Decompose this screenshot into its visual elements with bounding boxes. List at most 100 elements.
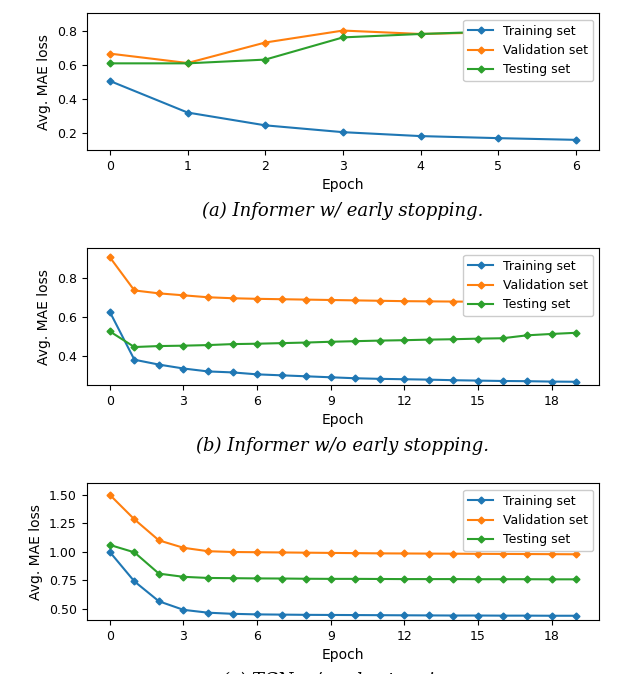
Training set (495, 134, 502, 142)
Testing set (499, 334, 506, 342)
Training set (352, 611, 359, 619)
Training set (425, 611, 433, 619)
Training set (106, 548, 114, 556)
Testing set (327, 338, 334, 346)
Testing set (572, 23, 580, 31)
Training set (376, 611, 384, 619)
Training set (184, 109, 191, 117)
Training set (523, 611, 531, 619)
Training set (130, 578, 138, 586)
Testing set (106, 541, 114, 549)
Training set (106, 308, 114, 316)
Testing set (278, 339, 286, 347)
Training set (205, 367, 212, 375)
Testing set (450, 335, 457, 343)
Validation set (572, 24, 580, 32)
Testing set (302, 575, 310, 583)
Testing set (229, 574, 236, 582)
Training set (180, 606, 187, 614)
Testing set (450, 575, 457, 583)
Validation set (548, 299, 556, 307)
Training set (278, 611, 286, 619)
Validation set (180, 544, 187, 552)
Validation set (425, 549, 433, 557)
Validation set (339, 26, 347, 34)
Testing set (205, 341, 212, 349)
Testing set (261, 55, 269, 63)
Testing set (155, 570, 163, 578)
Validation set (495, 28, 502, 36)
Validation set (572, 299, 580, 307)
Testing set (130, 343, 138, 351)
Training set (130, 356, 138, 364)
Line: Validation set: Validation set (108, 493, 578, 557)
Testing set (548, 330, 556, 338)
Testing set (302, 338, 310, 346)
Legend: Training set, Validation set, Testing set: Training set, Validation set, Testing se… (464, 490, 593, 551)
Training set (278, 371, 286, 379)
Validation set (474, 298, 481, 306)
Testing set (425, 336, 433, 344)
Line: Training set: Training set (108, 549, 578, 618)
Y-axis label: Avg. MAE loss: Avg. MAE loss (37, 269, 51, 365)
Training set (417, 132, 425, 140)
Legend: Training set, Validation set, Testing set: Training set, Validation set, Testing se… (464, 20, 593, 82)
Validation set (278, 295, 286, 303)
Testing set (417, 30, 425, 38)
Training set (499, 377, 506, 385)
Testing set (400, 575, 408, 583)
Validation set (253, 295, 261, 303)
Validation set (229, 294, 236, 302)
Testing set (474, 334, 481, 342)
Testing set (106, 59, 114, 67)
Validation set (523, 298, 531, 306)
Training set (253, 611, 261, 619)
Line: Testing set: Testing set (108, 329, 578, 349)
Training set (253, 370, 261, 378)
Validation set (548, 550, 556, 558)
Validation set (352, 297, 359, 305)
Validation set (106, 50, 114, 58)
Validation set (400, 549, 408, 557)
Testing set (130, 548, 138, 556)
Testing set (495, 28, 502, 36)
Training set (352, 374, 359, 382)
Legend: Training set, Validation set, Testing set: Training set, Validation set, Testing se… (464, 255, 593, 316)
Testing set (253, 340, 261, 348)
Training set (229, 369, 236, 377)
X-axis label: Epoch: Epoch (322, 648, 364, 663)
Training set (229, 610, 236, 618)
Training set (572, 612, 580, 620)
Line: Testing set: Testing set (108, 543, 578, 582)
Training set (572, 136, 580, 144)
Validation set (130, 286, 138, 295)
Testing set (499, 575, 506, 583)
Validation set (523, 550, 531, 558)
Line: Training set: Training set (108, 78, 578, 142)
Training set (548, 612, 556, 620)
Validation set (327, 549, 334, 557)
Validation set (106, 253, 114, 262)
Testing set (523, 575, 531, 583)
Training set (400, 611, 408, 619)
Validation set (253, 548, 261, 556)
Validation set (376, 549, 384, 557)
Training set (339, 128, 347, 136)
Training set (499, 611, 506, 619)
Testing set (229, 340, 236, 348)
Validation set (302, 549, 310, 557)
Line: Training set: Training set (108, 309, 578, 384)
Training set (572, 377, 580, 386)
Testing set (278, 574, 286, 582)
Training set (261, 121, 269, 129)
Validation set (130, 516, 138, 524)
Text: (c) TCN w/ early stopping.: (c) TCN w/ early stopping. (222, 672, 464, 674)
Training set (523, 377, 531, 386)
Line: Validation set: Validation set (108, 26, 578, 65)
Validation set (376, 297, 384, 305)
Testing set (400, 336, 408, 344)
Validation set (425, 297, 433, 305)
Validation set (572, 550, 580, 558)
Y-axis label: Avg. MAE loss: Avg. MAE loss (37, 34, 51, 129)
Training set (327, 611, 334, 619)
